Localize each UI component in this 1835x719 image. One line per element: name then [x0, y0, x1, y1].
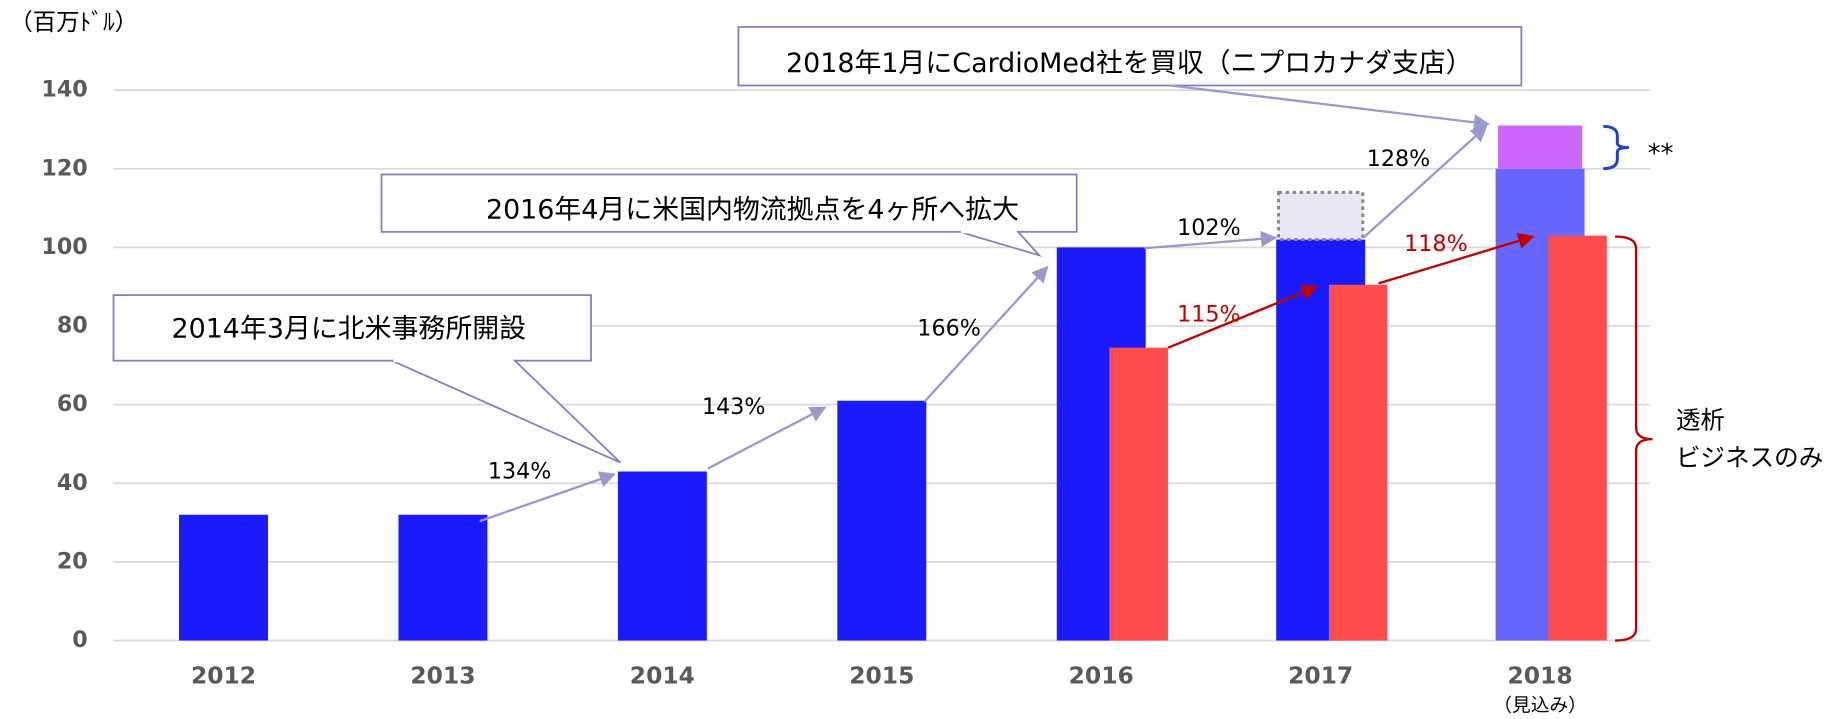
callout-box	[737, 26, 1523, 87]
growth-label: 166%	[917, 316, 981, 342]
y-tick-label: 0	[72, 627, 87, 653]
bar	[837, 400, 927, 641]
bracket-note: **	[1648, 139, 1674, 169]
bar	[1548, 235, 1607, 641]
dialysis-growth-label: 118%	[1404, 231, 1468, 257]
bar	[1328, 284, 1388, 641]
y-tick-label: 80	[57, 313, 88, 339]
growth-label: 134%	[488, 458, 552, 484]
bar	[1277, 190, 1365, 242]
growth-arrow	[1362, 125, 1488, 239]
growth-label: 128%	[1367, 146, 1431, 172]
y-tick-label: 60	[57, 391, 88, 417]
growth-label: 102%	[1177, 215, 1241, 241]
x-tick-label: 2018	[1508, 661, 1573, 689]
callout-pointer	[391, 359, 621, 464]
dialysis-note: ビジネスのみ	[1676, 443, 1823, 472]
callout-text: 2016年4月に米国内物流拠点を4ヶ所へ拡大	[486, 194, 1019, 225]
growth-arrow	[707, 406, 827, 470]
x-tick-note: （見込み）	[1493, 696, 1587, 717]
growth-arrow	[923, 265, 1049, 403]
y-tick-label: 20	[57, 548, 88, 574]
dialysis-growth-arrow	[1167, 284, 1319, 349]
y-tick-label: 100	[41, 234, 87, 260]
growth-arrow	[1144, 230, 1278, 250]
x-tick-label: 2016	[1069, 661, 1134, 689]
bar	[398, 514, 488, 641]
blue-brace	[1603, 125, 1630, 171]
callout-pointer	[959, 230, 1042, 257]
callout-box	[112, 294, 592, 362]
y-tick-label: 120	[41, 155, 87, 181]
callout-text: 2014年3月に北米事務所開設	[171, 314, 526, 345]
growth-label: 143%	[702, 394, 766, 420]
x-tick-label: 2017	[1288, 661, 1353, 689]
unit-label: （百万ﾄﾞﾙ）	[9, 8, 138, 36]
callout-box	[380, 173, 1078, 233]
callout-text: 2018年1月にCardioMed社を買収（ニプロカナダ支店）	[786, 48, 1473, 79]
x-tick-label: 2013	[410, 661, 475, 689]
dialysis-growth-arrow	[1378, 232, 1535, 285]
y-tick-label: 40	[57, 470, 88, 496]
bar	[1497, 125, 1583, 169]
growth-arrow	[479, 471, 616, 523]
callout-arrow	[1170, 84, 1491, 131]
x-tick-label: 2015	[849, 661, 914, 689]
x-tick-label: 2012	[191, 661, 256, 689]
x-tick-label: 2014	[630, 661, 695, 689]
dialysis-note: 透析	[1676, 406, 1725, 435]
bar	[1109, 347, 1168, 641]
dialysis-growth-label: 115%	[1177, 301, 1241, 327]
red-bracket	[1614, 235, 1653, 642]
bar	[617, 471, 707, 641]
y-tick-label: 140	[41, 77, 87, 103]
bar	[179, 514, 268, 641]
